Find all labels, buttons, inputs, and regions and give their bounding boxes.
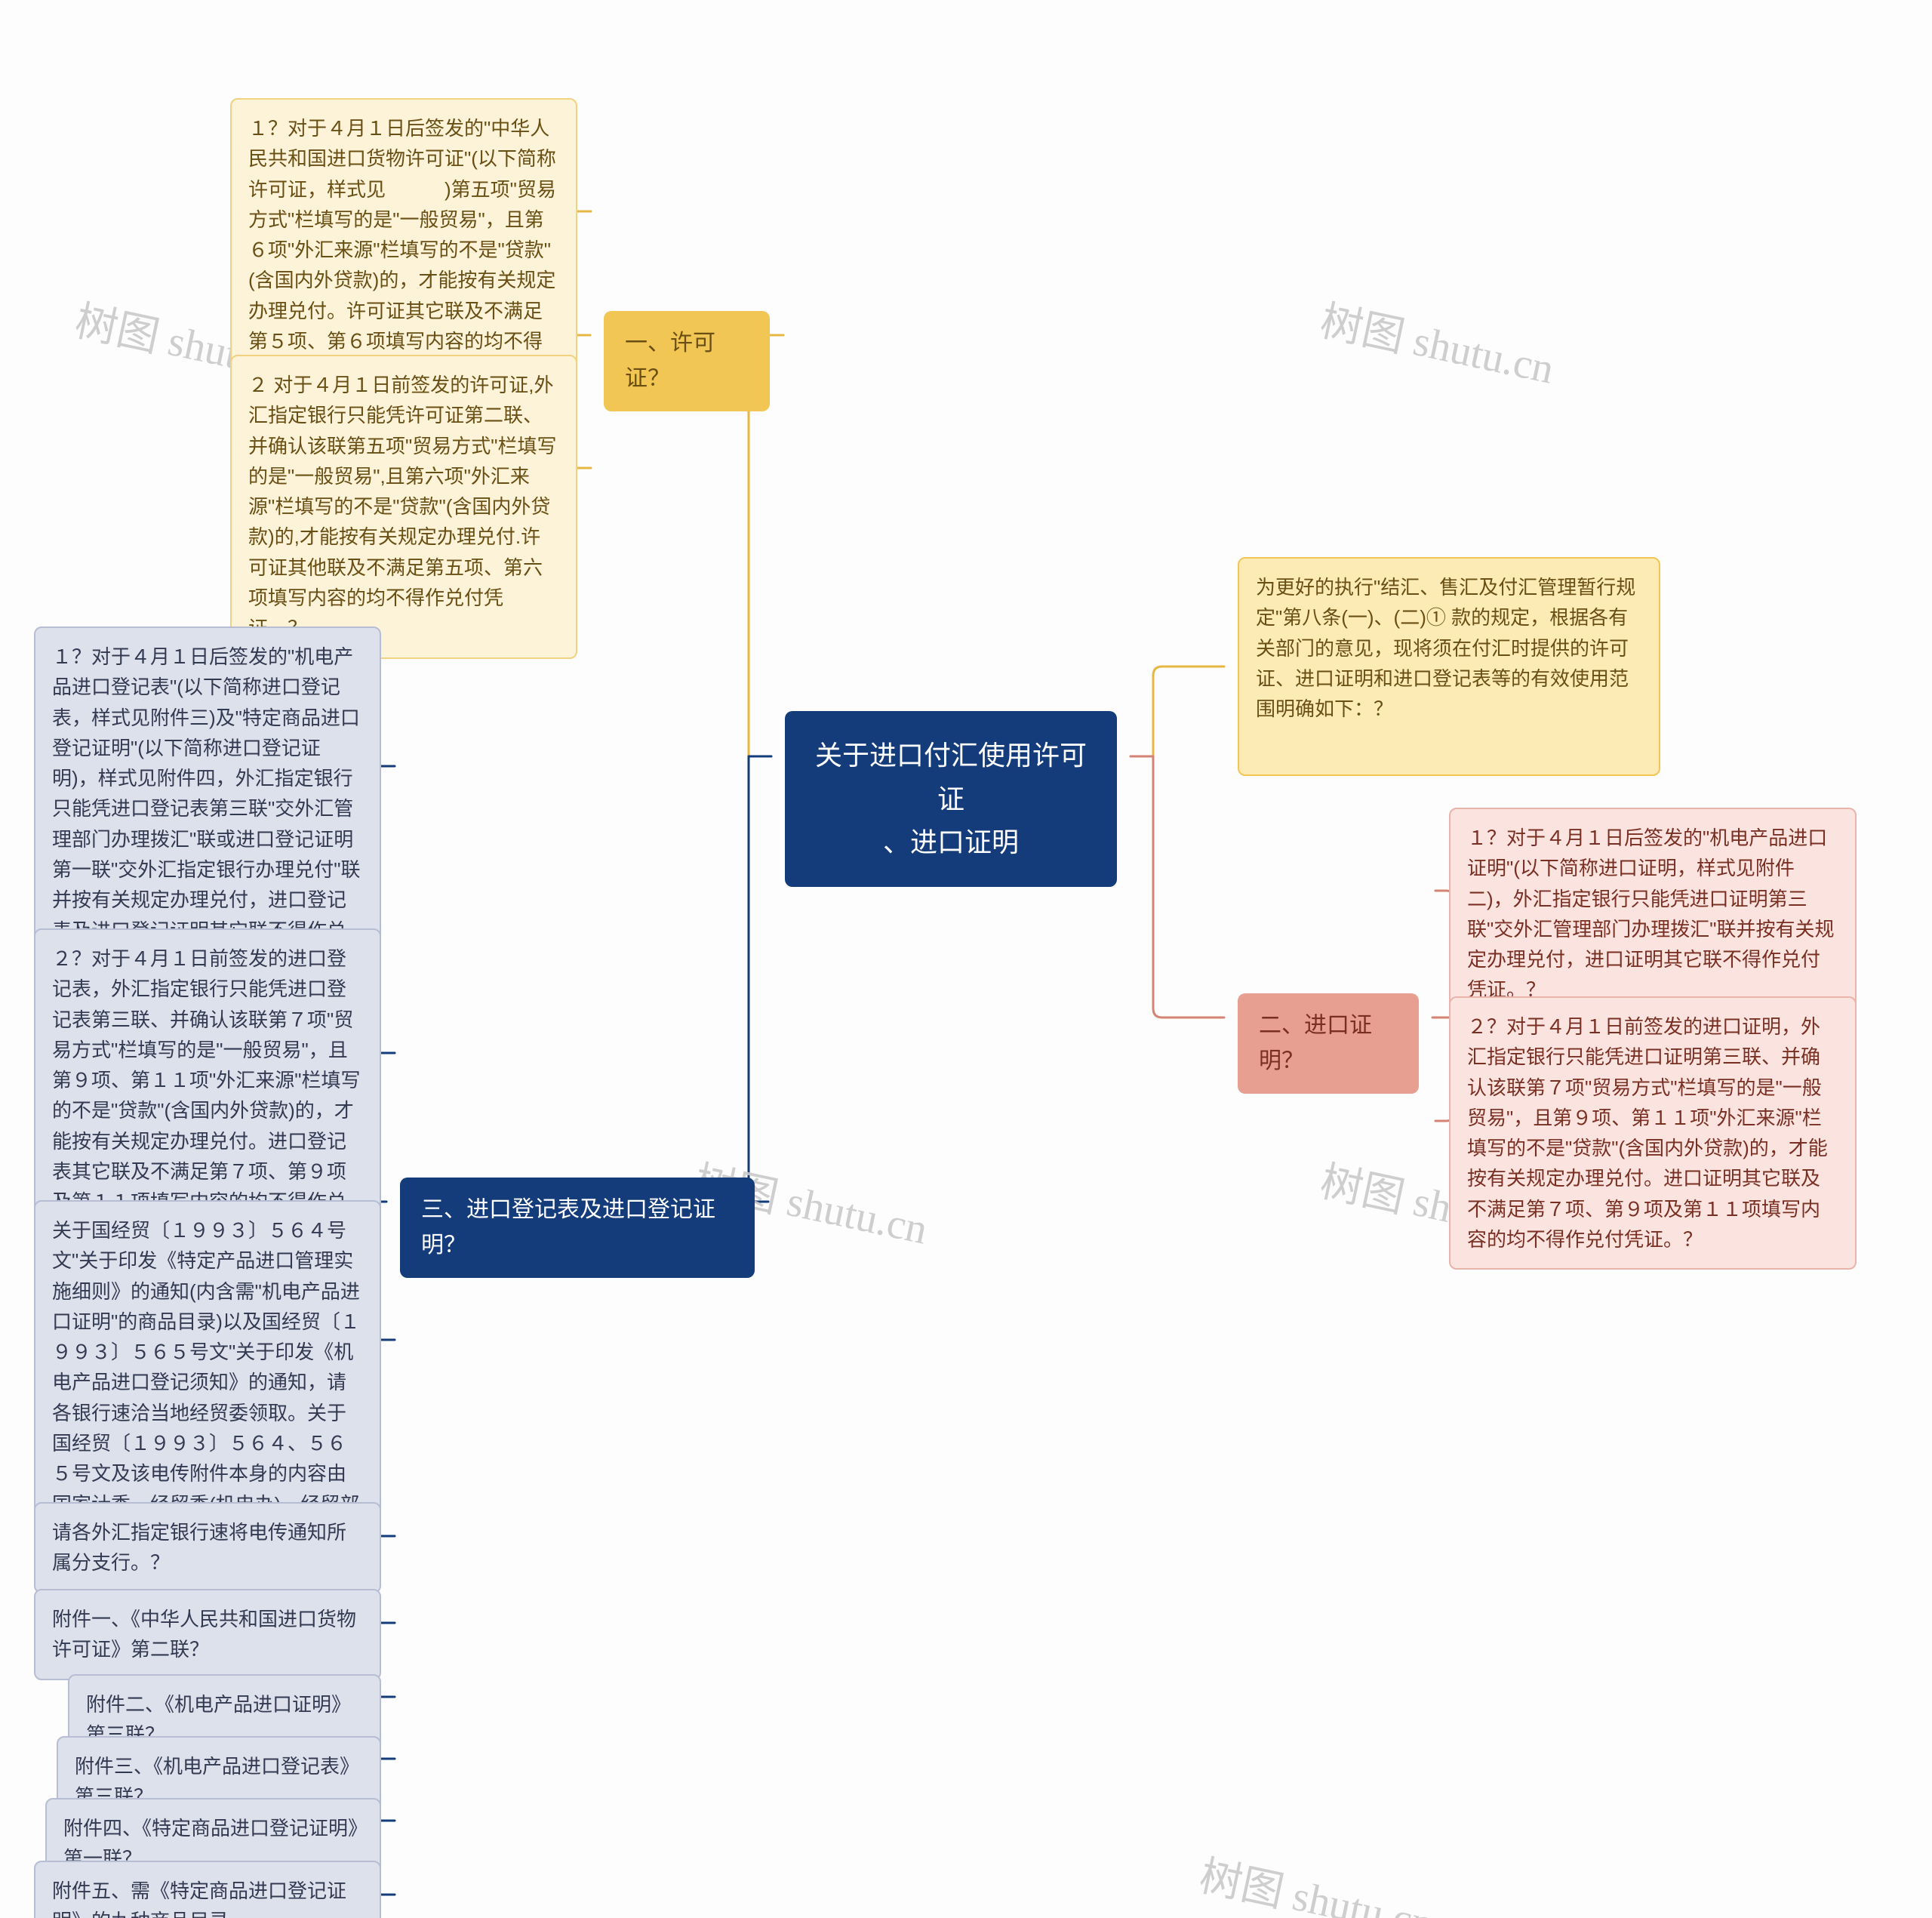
watermark: 树图 shutu.cn (1195, 1842, 1439, 1918)
intro-node: 为更好的执行"结汇、售汇及付汇管理暂行规定"第八条(一)、(二)① 款的规定，根… (1238, 557, 1660, 776)
root-node: 关于进口付汇使用许可证 、进口证明 (785, 711, 1117, 887)
section-3-item: 附件五、需《特定商品进口登记证明》的九种商品目录 (34, 1861, 381, 1918)
section-1-title: 一、许可证？ (604, 311, 770, 411)
section-2-item: １？对于４月１日后签发的"机电产品进口证明"(以下简称进口证明，样式见附件二)，… (1449, 808, 1857, 1021)
section-2-title: 二、进口证明？ (1238, 993, 1419, 1094)
section-3-item: 请各外汇指定银行速将电传通知所属分支行。？ (34, 1502, 381, 1593)
section-1-item: ２ 对于４月１日前签发的许可证,外汇指定银行只能凭许可证第二联、并确认该联第五项… (230, 355, 577, 659)
section-3-item: 附件一、《中华人民共和国进口货物许可证》第二联？ (34, 1589, 381, 1680)
watermark: 树图 shutu.cn (1315, 287, 1560, 396)
section-3-title: 三、进口登记表及进口登记证明？ (400, 1178, 755, 1278)
section-2-item: ２？对于４月１日前签发的进口证明，外汇指定银行只能凭进口证明第三联、并确认该联第… (1449, 996, 1857, 1270)
mindmap-canvas: 树图 shutu.cn树图 shutu.cn树图 shutu.cn树图 shut… (0, 0, 1932, 1918)
